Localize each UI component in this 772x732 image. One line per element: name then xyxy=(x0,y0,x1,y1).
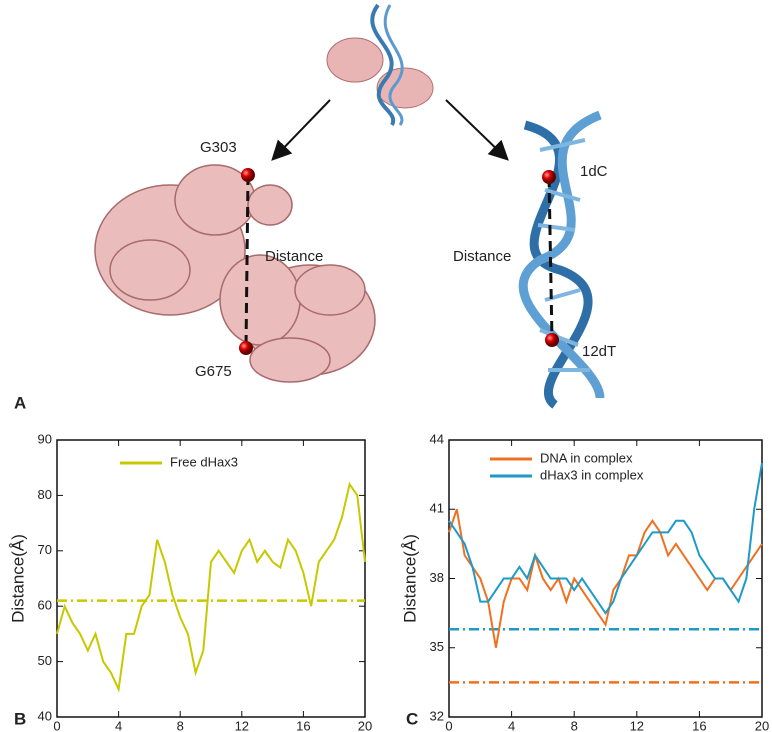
x-tick-label: 8 xyxy=(177,718,184,732)
protein xyxy=(94,164,376,383)
legend-label: dHax3 in complex xyxy=(540,467,644,482)
series-line xyxy=(448,462,763,615)
legend-label: DNA in complex xyxy=(540,450,633,465)
x-tick-label: 12 xyxy=(630,718,644,732)
atom xyxy=(542,170,556,184)
residue-label: 12dT xyxy=(582,343,616,360)
panel-label: C xyxy=(406,709,418,728)
y-tick-label: 35 xyxy=(430,639,444,654)
arrow xyxy=(445,99,509,161)
x-tick-label: 20 xyxy=(358,718,372,732)
x-tick-label: 12 xyxy=(235,718,249,732)
y-tick-label: 41 xyxy=(430,501,444,516)
legend-label: Free dHax3 xyxy=(170,454,238,469)
x-tick-label: 8 xyxy=(571,718,578,732)
x-tick-label: 4 xyxy=(508,718,515,732)
x-tick-label: 16 xyxy=(296,718,310,732)
y-tick-label: 80 xyxy=(38,487,52,502)
x-tick-label: 4 xyxy=(115,718,122,732)
distance-label: Distance xyxy=(453,248,511,265)
residue-label: 1dC xyxy=(580,163,608,180)
y-axis-label: Distance(Å) xyxy=(400,534,419,623)
y-axis-label: Distance(Å) xyxy=(8,534,27,623)
y-tick-label: 50 xyxy=(38,653,52,668)
y-tick-label: 40 xyxy=(38,708,52,723)
residue-label: G303 xyxy=(200,139,237,156)
x-tick-label: 20 xyxy=(755,718,769,732)
dna xyxy=(518,110,605,409)
y-tick-label: 44 xyxy=(430,431,444,446)
x-tick-label: 0 xyxy=(445,718,452,732)
x-tick-label: 16 xyxy=(692,718,706,732)
atom xyxy=(239,341,253,355)
atom xyxy=(241,168,255,182)
y-tick-label: 32 xyxy=(430,708,444,723)
distance-label: Distance xyxy=(265,248,323,265)
distance-line xyxy=(244,174,250,349)
y-tick-label: 60 xyxy=(38,598,52,613)
distance-line xyxy=(547,176,554,341)
molecule-small xyxy=(326,3,434,126)
series-line xyxy=(448,508,763,648)
series-line xyxy=(56,481,366,693)
y-tick-label: 38 xyxy=(430,570,444,585)
x-tick-label: 0 xyxy=(53,718,60,732)
atom xyxy=(545,333,559,347)
panel-label: B xyxy=(14,709,26,728)
y-tick-label: 70 xyxy=(38,542,52,557)
panel-label: A xyxy=(14,393,26,412)
residue-label: G675 xyxy=(195,363,232,380)
plot-frame xyxy=(56,439,366,718)
y-tick-label: 90 xyxy=(38,431,52,446)
arrow xyxy=(271,99,331,161)
